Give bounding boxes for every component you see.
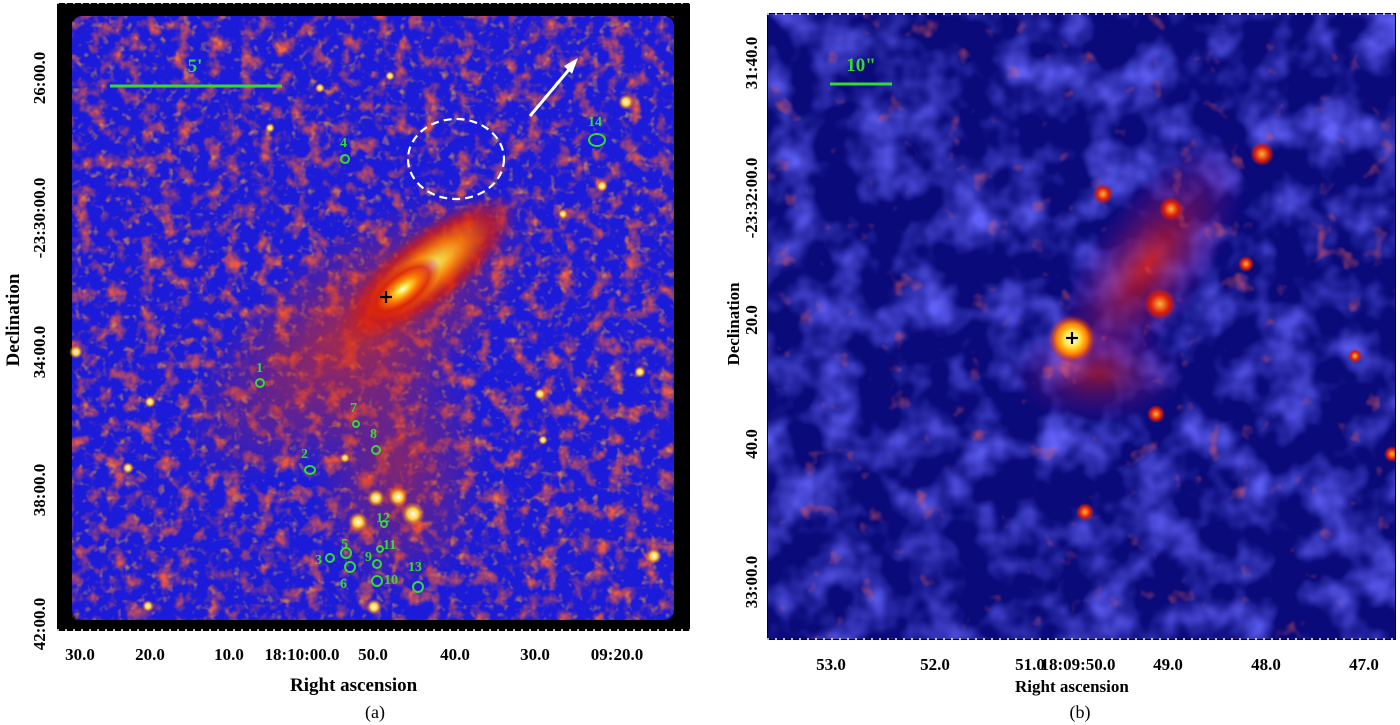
- x-tick-b-6: 47.0: [1349, 655, 1379, 674]
- x-tick-a-2: 10.0: [214, 645, 244, 664]
- x-axis-title-b: Right ascension: [1015, 677, 1129, 696]
- x-tick-a-4: 50.0: [358, 645, 388, 664]
- xray-image-a: 5': [69, 16, 674, 620]
- xray-image-b: 10": [768, 14, 1395, 639]
- source-label-3: 3: [315, 553, 322, 568]
- x-tick-a-7: 09:20.0: [590, 645, 644, 664]
- x-axis-title-a: Right ascension: [290, 675, 418, 696]
- source-label-11: 11: [383, 538, 396, 553]
- source-label-6: 6: [340, 577, 347, 592]
- y-tick-b-4: 31:40.0: [742, 36, 761, 90]
- source-label-1: 1: [256, 361, 263, 376]
- y-axis-title-a: Declination: [3, 273, 24, 367]
- panel-a-image: 5': [57, 3, 690, 631]
- x-tick-b-4: 49.0: [1153, 655, 1183, 674]
- scale-bar-label-a: 5': [188, 56, 203, 77]
- x-tick-b-3: 18:09:50.0: [1040, 655, 1116, 674]
- panel-a: 5': [3, 3, 690, 722]
- source-markers: [255, 133, 606, 593]
- y-tick-b-2: 20.0: [742, 305, 761, 335]
- source-label-5: 5: [341, 537, 348, 552]
- x-tick-a-5: 40.0: [440, 645, 470, 664]
- y-tick-a-4: 26:00.0: [30, 51, 49, 105]
- source-label-8: 8: [370, 427, 377, 442]
- x-tick-a-6: 30.0: [520, 645, 550, 664]
- y-tick-a-3: -23:30:00.0: [30, 177, 49, 259]
- x-tick-b-2: 51.0: [1015, 655, 1045, 674]
- x-tick-a-0: 30.0: [65, 645, 95, 664]
- panel-a-tickmarks: [57, 3, 690, 631]
- source-label-10: 10: [384, 573, 398, 588]
- x-tick-a-3: 18:10:00.0: [264, 645, 340, 664]
- caption-b: (b): [1069, 702, 1091, 722]
- source-label-2: 2: [301, 447, 308, 462]
- caption-a: (a): [365, 702, 385, 722]
- x-tick-b-1: 52.0: [920, 655, 950, 674]
- source-label-4: 4: [340, 136, 347, 151]
- source-label-12: 12: [376, 511, 390, 526]
- y-tick-b-0: 33:00.0: [742, 555, 761, 609]
- y-tick-b-1: 40.0: [742, 429, 761, 459]
- panel-b-tickmarks: [767, 13, 1396, 640]
- scale-bar-label-b: 10": [846, 55, 876, 76]
- panel-b-image: 10": [767, 13, 1396, 640]
- source-label-13: 13: [408, 560, 422, 575]
- panel-b: 10" 53.0 52.0 51.0 18:09:50.0 49.0 48.0 …: [700, 0, 1400, 725]
- y-tick-b-3: -23:32:00.0: [742, 157, 761, 239]
- source-label-14: 14: [588, 115, 602, 130]
- y-axis-title-b: Declination: [724, 282, 743, 366]
- y-tick-a-0: 42:00.0: [30, 597, 49, 651]
- y-tick-a-2: 34:00.0: [30, 325, 49, 379]
- source-label-7: 7: [350, 401, 357, 416]
- x-tick-a-1: 20.0: [135, 645, 165, 664]
- source-label-9: 9: [365, 550, 372, 565]
- x-tick-b-0: 53.0: [816, 655, 846, 674]
- y-tick-a-1: 38:00.0: [30, 463, 49, 517]
- x-tick-b-5: 48.0: [1251, 655, 1281, 674]
